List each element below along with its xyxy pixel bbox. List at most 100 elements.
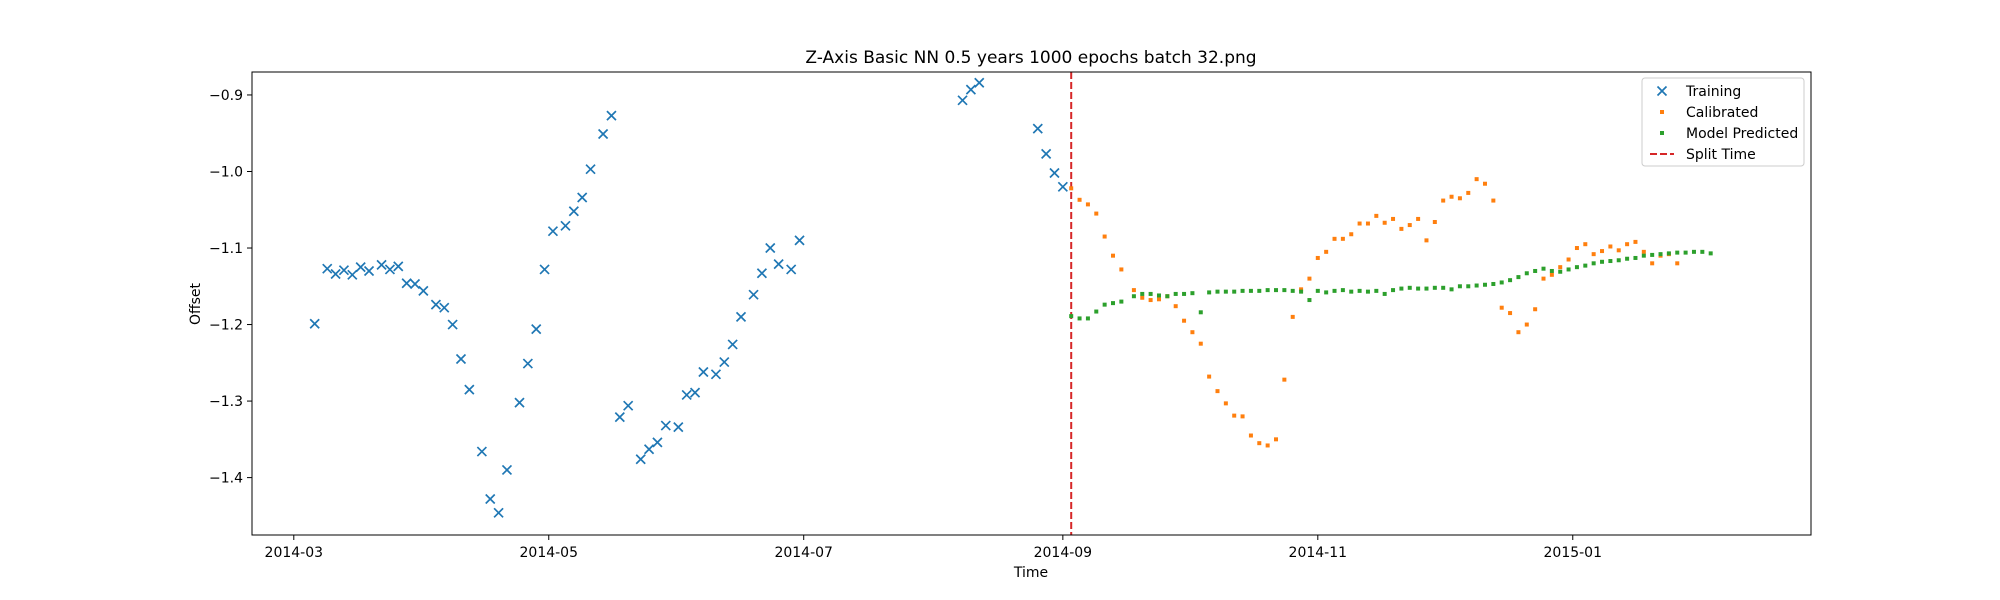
- calibrated-point: [1424, 238, 1429, 243]
- y-tick-label: −1.2: [209, 318, 243, 334]
- legend-label: Training: [1685, 84, 1741, 100]
- training-point: [673, 421, 684, 433]
- calibrated-point: [1131, 288, 1136, 293]
- training-point: [309, 318, 320, 329]
- calibrated-point: [1608, 244, 1613, 249]
- calibrated-point: [1111, 253, 1116, 258]
- predicted-point: [1332, 288, 1337, 293]
- predicted-point: [1382, 291, 1387, 296]
- calibrated-point: [1558, 265, 1563, 270]
- y-axis-label: Offset: [188, 282, 204, 325]
- training-point: [727, 339, 738, 350]
- training-point: [756, 268, 768, 279]
- y-tick-label: −1.4: [209, 471, 243, 487]
- training-point: [965, 84, 976, 95]
- predicted-point: [1156, 293, 1161, 298]
- legend-label: Model Predicted: [1686, 126, 1798, 142]
- calibrated-point: [1357, 221, 1362, 226]
- y-tick-label: −1.3: [209, 394, 243, 410]
- x-tick-label: 2014-03: [265, 545, 324, 561]
- calibrated-point: [1616, 248, 1621, 253]
- predicted-point: [1441, 285, 1446, 290]
- training-point: [577, 192, 588, 203]
- predicted-point: [1508, 278, 1513, 283]
- predicted-point: [1094, 309, 1099, 314]
- training-point: [409, 278, 421, 290]
- training-point: [447, 319, 458, 330]
- predicted-point: [1432, 285, 1437, 290]
- calibrated-point: [1307, 276, 1312, 281]
- legend-marker-predicted: [1660, 131, 1664, 135]
- training-point: [794, 235, 805, 246]
- predicted-point: [1407, 285, 1412, 290]
- predicted-point: [1650, 252, 1655, 257]
- training-point: [401, 278, 412, 289]
- training-point: [719, 356, 730, 368]
- predicted-point: [1524, 271, 1529, 276]
- predicted-point: [1119, 299, 1124, 304]
- calibrated-point: [1190, 330, 1195, 335]
- calibrated-point: [1069, 186, 1074, 191]
- y-tick-label: −1.0: [209, 164, 243, 180]
- x-tick-label: 2015-01: [1544, 545, 1603, 561]
- training-point: [606, 110, 617, 121]
- calibrated-point: [1499, 305, 1504, 310]
- series-training: [309, 77, 1068, 518]
- predicted-point: [1499, 280, 1504, 285]
- predicted-point: [1625, 256, 1630, 261]
- calibrated-point: [1574, 246, 1579, 251]
- training-point: [393, 261, 404, 272]
- calibrated-point: [1173, 304, 1178, 309]
- predicted-point: [1077, 316, 1082, 321]
- training-point: [430, 299, 442, 310]
- calibrated-point: [1240, 414, 1245, 419]
- legend: Training Calibrated Model Predicted Split T…: [1641, 77, 1805, 167]
- calibrated-point: [1633, 239, 1638, 244]
- calibrated-point: [1324, 249, 1329, 254]
- training-point: [773, 258, 784, 270]
- predicted-point: [1232, 289, 1237, 294]
- training-point: [347, 269, 358, 280]
- calibrated-point: [1516, 330, 1521, 335]
- x-tick-label: 2014-09: [1034, 545, 1093, 561]
- calibrated-point: [1274, 437, 1279, 442]
- calibrated-point: [1650, 261, 1655, 266]
- training-point: [355, 262, 366, 273]
- training-point: [652, 437, 663, 448]
- calibrated-point: [1675, 261, 1680, 266]
- predicted-point: [1223, 289, 1228, 294]
- calibrated-point: [1432, 219, 1437, 224]
- calibrated-point: [1290, 314, 1295, 319]
- training-point: [338, 265, 350, 276]
- calibrated-point: [1441, 198, 1446, 203]
- training-point: [522, 358, 533, 369]
- predicted-point: [1165, 294, 1170, 299]
- predicted-point: [1700, 249, 1705, 254]
- chart-title: Z-Axis Basic NN 0.5 years 1000 epochs ba…: [805, 48, 1256, 68]
- training-point: [689, 387, 701, 398]
- calibrated-point: [1182, 318, 1187, 323]
- predicted-point: [1207, 290, 1212, 295]
- calibrated-point: [1591, 252, 1596, 257]
- training-point: [384, 264, 396, 275]
- predicted-point: [1683, 250, 1688, 255]
- calibrated-point: [1232, 413, 1237, 418]
- predicted-point: [1265, 288, 1270, 293]
- predicted-point: [1549, 268, 1554, 273]
- predicted-point: [1658, 252, 1663, 257]
- calibrated-point: [1391, 216, 1396, 221]
- predicted-point: [1365, 289, 1370, 294]
- training-point: [614, 412, 625, 423]
- calibrated-point: [1466, 190, 1471, 195]
- y-axis: −1.4 −1.3 −1.2 −1.1 −1.0 −0.9: [209, 88, 252, 487]
- calibrated-point: [1223, 401, 1228, 406]
- training-point: [681, 389, 692, 401]
- predicted-point: [1600, 259, 1605, 264]
- calibrated-point: [1248, 433, 1253, 438]
- predicted-point: [1374, 288, 1379, 293]
- calibrated-point: [1207, 374, 1212, 379]
- calibrated-point: [1625, 242, 1630, 247]
- training-point: [363, 265, 375, 277]
- training-point: [376, 259, 387, 270]
